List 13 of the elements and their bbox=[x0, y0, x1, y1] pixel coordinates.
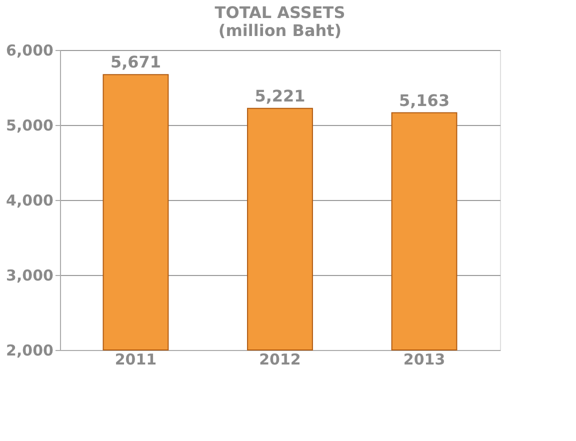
chart-title: TOTAL ASSETS bbox=[214, 3, 346, 22]
y-tick-label: 6,000 bbox=[6, 42, 54, 60]
x-tick-label: 2013 bbox=[403, 350, 446, 368]
x-tick-label: 2012 bbox=[259, 350, 301, 368]
data-label: 5,163 bbox=[398, 90, 450, 110]
chart-subtitle: (million Baht) bbox=[218, 21, 342, 40]
data-label: 5,221 bbox=[254, 86, 306, 106]
data-label: 5,671 bbox=[110, 52, 162, 72]
y-tick-label: 4,000 bbox=[6, 192, 54, 210]
y-tick-label: 5,000 bbox=[6, 116, 54, 134]
y-tick-label: 2,000 bbox=[6, 342, 54, 360]
x-tick-label: 2011 bbox=[114, 350, 157, 368]
y-tick-label: 3,000 bbox=[6, 266, 54, 284]
